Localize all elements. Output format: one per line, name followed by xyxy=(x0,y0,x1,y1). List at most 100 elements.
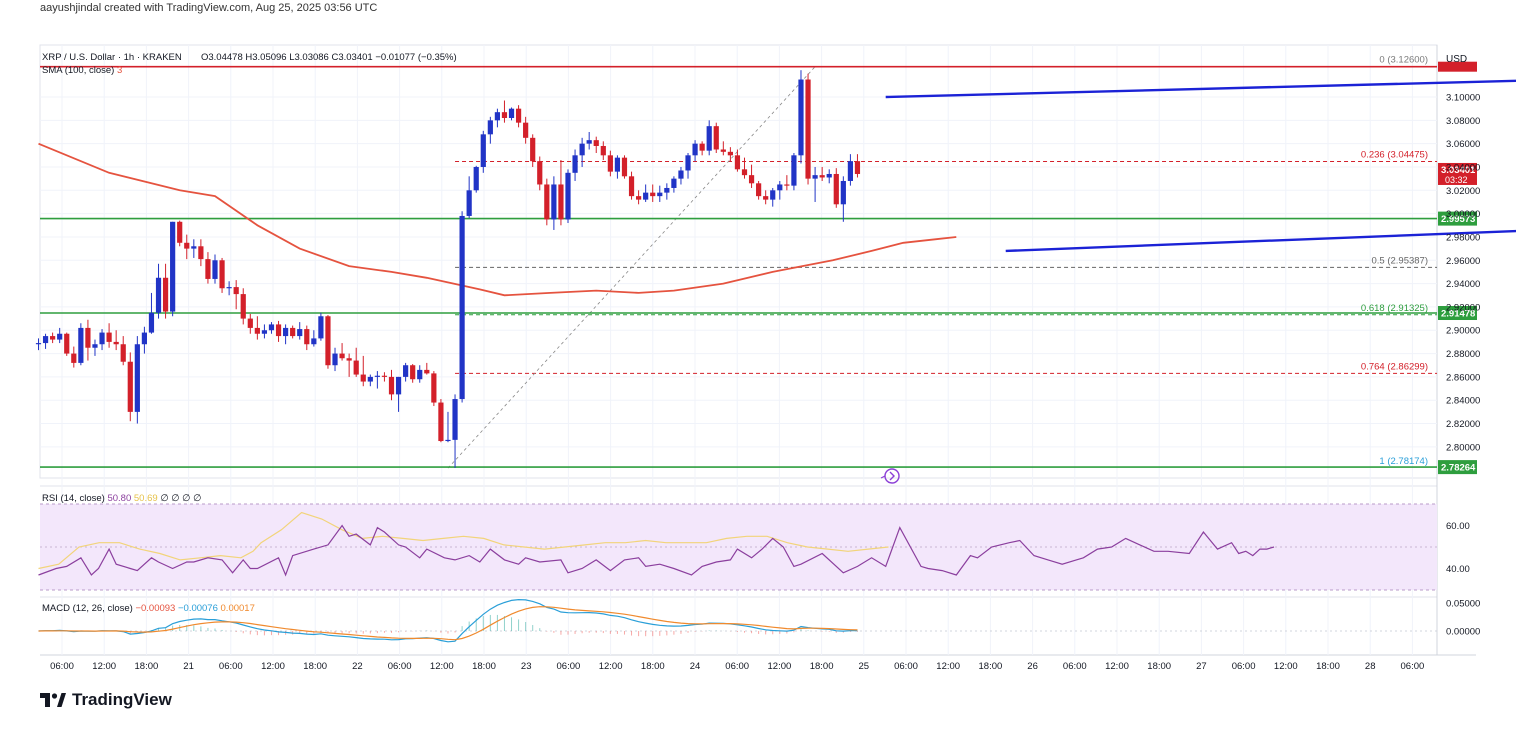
fib-level-label: 0.618 (2.91325) xyxy=(1361,303,1428,314)
y-tick-label: 3.00000 xyxy=(1446,209,1480,220)
candle xyxy=(254,316,260,340)
candle xyxy=(367,374,373,387)
y-tick-label: 2.80000 xyxy=(1446,442,1480,453)
candle xyxy=(692,140,698,162)
header-symbol: XRP / U.S. Dollar · 1h · KRAKEN xyxy=(42,52,182,63)
candle-body xyxy=(692,143,698,156)
candle xyxy=(318,312,324,341)
fib-trend-line xyxy=(447,66,816,469)
y-tick-label: 3.04000 xyxy=(1446,162,1480,173)
price-tag xyxy=(1438,460,1477,475)
candle xyxy=(127,352,133,422)
candle xyxy=(113,330,119,351)
candle xyxy=(191,239,197,258)
candle-body xyxy=(127,361,133,412)
candle-body xyxy=(621,157,628,177)
channel-trendlines[interactable] xyxy=(885,76,1516,253)
macd-legend: MACD (12, 26, close) −0.00093 −0.00076 0… xyxy=(42,603,255,614)
x-tick-label: 23 xyxy=(521,661,532,672)
candle-body xyxy=(558,184,564,220)
candle xyxy=(360,355,366,387)
candle-body xyxy=(551,184,557,220)
candle xyxy=(205,252,211,284)
axes: 06:00 12:00 18:00 21 06:00 12:00 18:00 22 06:00 1… xyxy=(50,93,1480,672)
candle xyxy=(544,178,550,226)
candle xyxy=(99,329,105,351)
candle-body xyxy=(466,190,472,216)
candle xyxy=(671,176,677,193)
candle-body xyxy=(381,375,388,377)
candle-body xyxy=(268,324,275,331)
candle-body xyxy=(360,374,366,382)
candle xyxy=(148,292,155,334)
x-tick-label: 12:00 xyxy=(599,661,623,672)
candle-body xyxy=(756,183,762,197)
rsi-ma-line xyxy=(38,511,889,570)
candle-body xyxy=(99,332,105,345)
candles xyxy=(35,70,861,468)
candle-body xyxy=(600,145,606,156)
replay-icon[interactable] xyxy=(880,468,900,484)
candle-body xyxy=(311,338,317,345)
rsi-legend: RSI (14, close) 50.80 50.69 ∅ ∅ ∅ ∅ xyxy=(42,493,201,504)
candle-body xyxy=(106,332,112,342)
candle-body xyxy=(247,318,253,328)
candle-body xyxy=(191,246,197,249)
candle xyxy=(247,313,253,334)
candle xyxy=(417,365,423,383)
x-tick-label: 06:00 xyxy=(388,661,412,672)
candle-body xyxy=(410,365,416,380)
candle-body xyxy=(290,327,296,337)
x-tick-label: 18:00 xyxy=(810,661,834,672)
x-tick-label: 28 xyxy=(1365,661,1376,672)
candle-body xyxy=(297,329,303,337)
candle-body xyxy=(487,120,493,135)
candle xyxy=(586,131,592,150)
candle xyxy=(558,159,564,226)
y-tick-label: 2.86000 xyxy=(1446,372,1480,383)
x-tick-label: 06:00 xyxy=(50,661,74,672)
x-tick-label: 06:00 xyxy=(219,661,243,672)
candle xyxy=(431,371,437,407)
candle-body xyxy=(636,196,642,200)
candle-body xyxy=(741,169,748,176)
x-tick-label: 12:00 xyxy=(92,661,116,672)
candle xyxy=(459,211,465,403)
candle-body xyxy=(523,122,529,138)
currency-label: USD xyxy=(1446,54,1467,65)
candle xyxy=(720,141,726,156)
candle xyxy=(551,176,557,230)
sma-legend: SMA (100, close) 3 xyxy=(42,65,122,76)
x-tick-label: 06:00 xyxy=(1232,661,1256,672)
candle xyxy=(374,371,380,389)
candle-body xyxy=(833,173,839,205)
candle-body xyxy=(170,221,176,312)
candle-body xyxy=(565,172,571,220)
candle xyxy=(706,120,712,156)
countdown-label: 03:32 xyxy=(1445,175,1468,185)
x-tick-label: 06:00 xyxy=(894,661,918,672)
candle-body xyxy=(847,161,853,181)
candle-body xyxy=(508,108,515,119)
candle xyxy=(141,326,147,354)
candle xyxy=(240,288,246,325)
channel-line xyxy=(885,79,1516,99)
candle xyxy=(833,168,839,208)
candle-body xyxy=(198,246,204,260)
candle-body xyxy=(727,151,733,156)
candle xyxy=(353,347,359,377)
candle xyxy=(777,180,783,200)
x-tick-label: 12:00 xyxy=(1105,661,1129,672)
candle xyxy=(388,369,395,401)
candle-body xyxy=(706,126,712,151)
candle-body xyxy=(515,108,522,123)
candle-body xyxy=(57,333,63,340)
price-tag-label: 2.99573 xyxy=(1441,214,1475,225)
candle-body xyxy=(388,376,395,395)
candle-body xyxy=(650,192,656,197)
y-tick-label: 3.02000 xyxy=(1446,186,1480,197)
candle-body xyxy=(812,175,818,179)
candle-body xyxy=(148,312,155,333)
candle-body xyxy=(233,287,239,295)
